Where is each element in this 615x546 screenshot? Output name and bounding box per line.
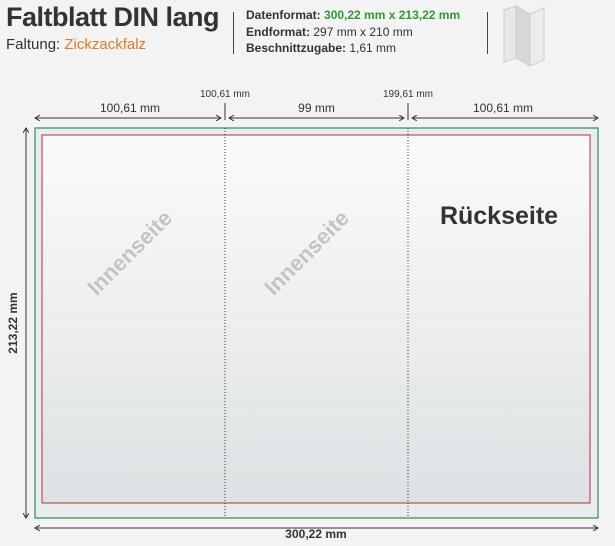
dim-panel-middle: 99 mm <box>298 101 335 115</box>
dim-fold-2: 199,61 mm <box>382 89 434 100</box>
dim-fold-1: 100,61 mm <box>199 89 251 100</box>
end-format: Endformat: 297 mm x 210 mm <box>246 25 413 39</box>
dim-panel-right: 100,61 mm <box>472 101 534 115</box>
bleed-value: 1,61 mm <box>349 41 397 55</box>
divider <box>487 12 488 54</box>
panel-right-label: Rückseite <box>439 202 559 230</box>
dim-panel-left: 100,61 mm <box>99 101 161 115</box>
end-format-label: Endformat: <box>246 25 310 39</box>
folding-type: Faltung: Zickzackfalz <box>6 36 146 53</box>
trim-border <box>41 134 591 504</box>
bleed-label: Beschnittzugabe: <box>246 41 347 55</box>
end-format-value: 297 mm x 210 mm <box>313 25 413 39</box>
bleed: Beschnittzugabe: 1,61 mm <box>246 41 396 55</box>
divider <box>233 12 234 54</box>
folding-value: Zickzackfalz <box>64 36 147 53</box>
zigzag-fold-leaflet-icon <box>503 5 545 67</box>
dim-width: 300,22 mm <box>285 527 347 541</box>
folding-label: Faltung: <box>6 36 61 53</box>
data-format: Datenformat: 300,22 mm x 213,22 mm <box>246 8 460 22</box>
data-format-label: Datenformat: <box>246 8 321 22</box>
data-format-value: 300,22 mm x 213,22 mm <box>324 8 461 22</box>
page-title: Faltblatt DIN lang <box>6 2 220 32</box>
dim-height: 213,22 mm <box>6 292 20 354</box>
